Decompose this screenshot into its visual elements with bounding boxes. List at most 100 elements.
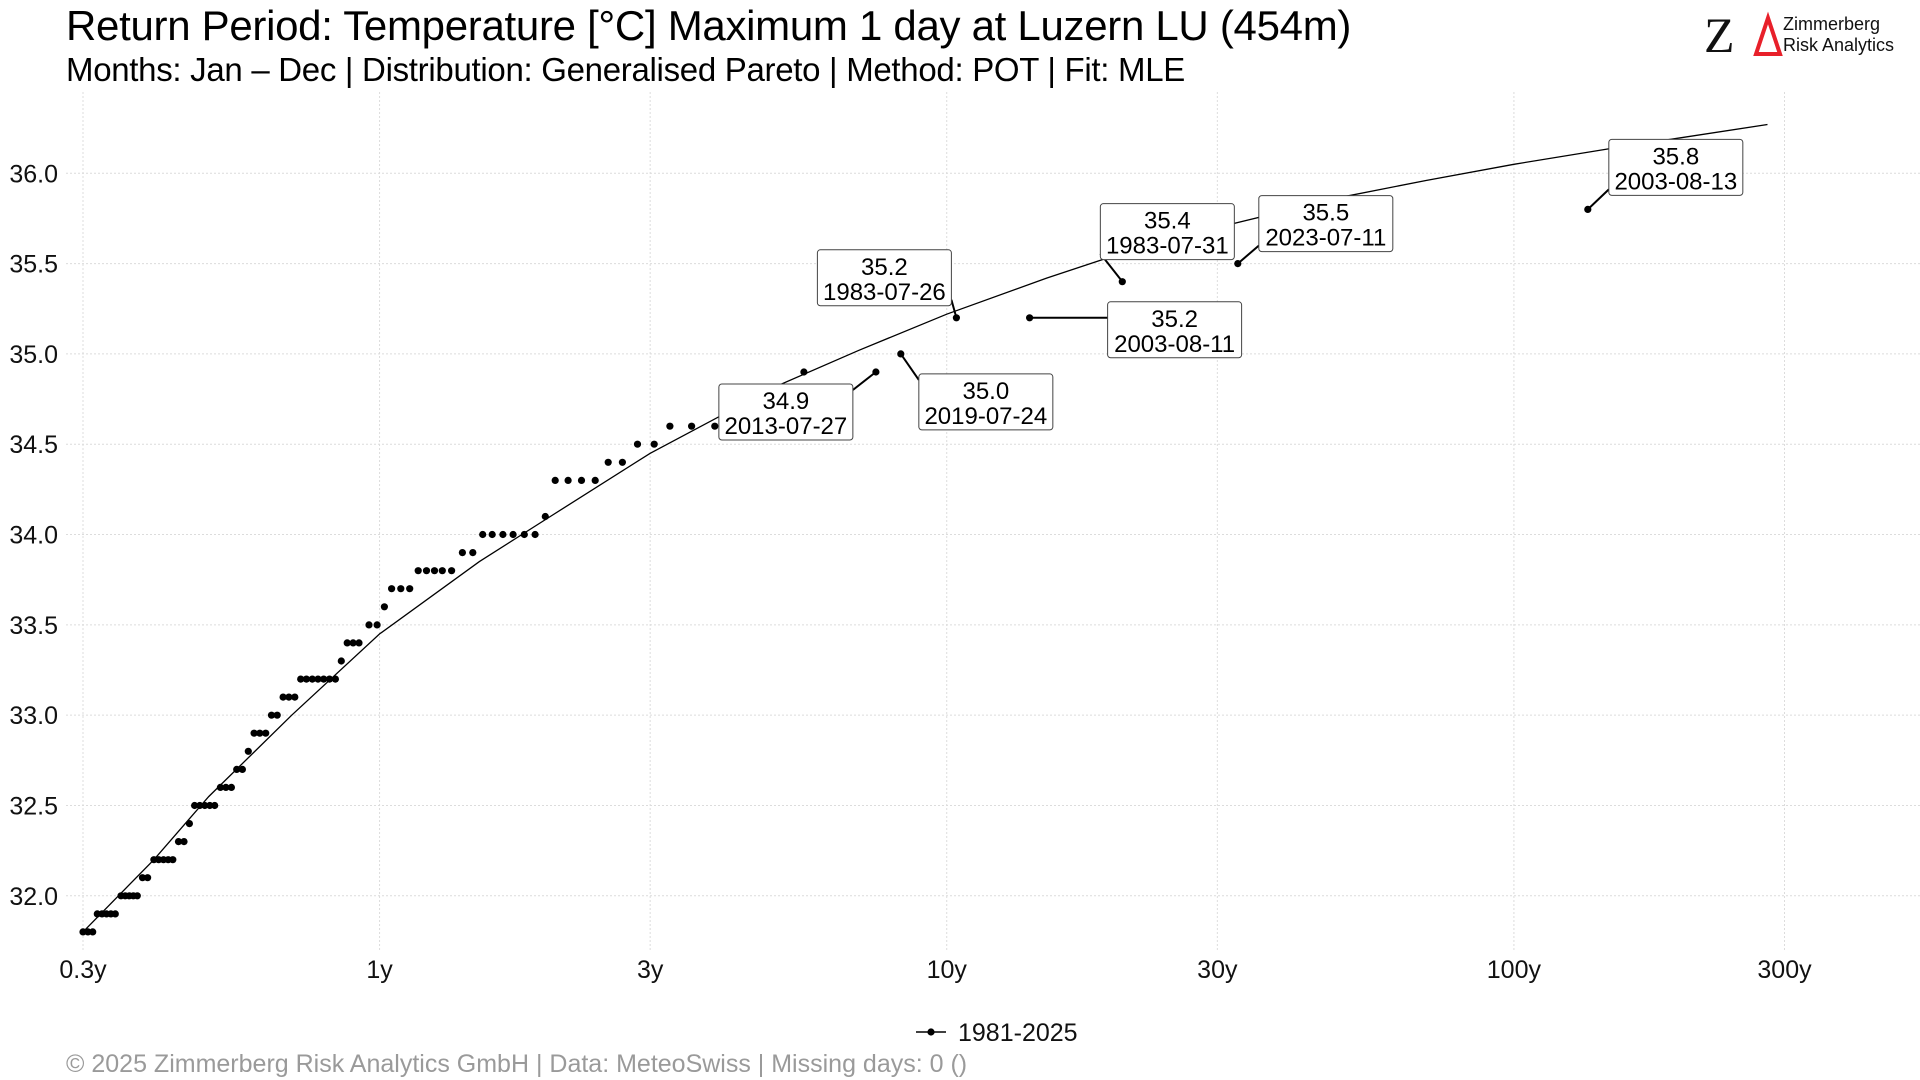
data-point (577, 476, 586, 484)
annotation-value: 35.0 (962, 378, 1009, 405)
data-point (1118, 278, 1126, 286)
annotation-box (1258, 195, 1394, 253)
data-point (349, 639, 357, 647)
chart-subtitle: Months: Jan – Dec | Distribution: Genera… (66, 51, 1185, 88)
data-point (343, 639, 351, 647)
data-point (233, 765, 241, 774)
logo-z-glyph: Z (1704, 10, 1735, 62)
data-point (414, 567, 422, 575)
data-point (458, 549, 466, 557)
annotation-box (1099, 203, 1235, 261)
za-logo-icon: Z (1704, 7, 1783, 63)
annotation-date: 2019-07-24 (924, 403, 1047, 430)
data-point (138, 874, 147, 882)
data-point (591, 476, 599, 484)
data-point (551, 476, 559, 484)
data-point (216, 783, 224, 792)
data-point (388, 585, 396, 593)
data-point (285, 693, 293, 701)
data-point (174, 838, 183, 846)
annotation-date: 2003-08-13 (1614, 168, 1737, 195)
annotation-value: 34.9 (763, 388, 810, 415)
data-point (531, 530, 539, 539)
data-point (422, 567, 431, 575)
annotation-box (718, 383, 854, 441)
annotation-date: 2003-08-11 (1114, 331, 1235, 358)
x-tick-label: 100y (1487, 956, 1542, 984)
annotation-date: 1983-07-26 (823, 279, 946, 306)
y-tick-label: 35.0 (9, 341, 58, 369)
data-point (320, 675, 328, 683)
fit-curve-layer (82, 123, 1768, 933)
y-tick-label: 33.5 (9, 612, 58, 640)
x-tick-label: 3y (637, 956, 664, 984)
data-point (380, 603, 388, 611)
x-tick-label: 1y (366, 956, 393, 984)
data-point (222, 783, 230, 792)
data-point (337, 657, 345, 665)
data-point (1234, 260, 1242, 268)
legend-label: 1981-2025 (958, 1019, 1078, 1047)
annotation-value: 35.8 (1652, 143, 1699, 170)
data-point (1584, 205, 1592, 213)
data-point (256, 729, 264, 737)
data-point (201, 801, 209, 810)
x-tick-label: 30y (1197, 956, 1238, 984)
data-point (355, 639, 363, 647)
data-point (666, 422, 674, 430)
logo-line2: Risk Analytics (1783, 35, 1895, 55)
annotation-leader-line (852, 371, 877, 391)
data-point (244, 747, 252, 755)
data-point (448, 567, 456, 575)
data-point (273, 711, 281, 719)
data-point (191, 801, 199, 810)
x-axis: 0.3y 1y 3y 10y 30y 100y 300y (59, 956, 1812, 984)
data-point (488, 530, 496, 539)
logo-text: Zimmerberg Risk Analytics (1783, 14, 1894, 56)
data-point (564, 476, 572, 484)
data-point (185, 820, 193, 828)
data-point (397, 585, 405, 593)
logo-line1: Zimmerberg (1783, 14, 1881, 34)
annotation-date: 2023-07-11 (1265, 225, 1386, 252)
data-point (633, 440, 642, 448)
data-point (89, 928, 97, 936)
chart-title: Return Period: Temperature [°C] Maximum … (66, 2, 1352, 49)
data-point (373, 621, 381, 629)
data-point (279, 693, 287, 701)
y-tick-label: 34.0 (9, 522, 58, 550)
data-point (897, 350, 905, 358)
annotation-date: 2013-07-27 (724, 413, 847, 440)
y-tick-label: 35.5 (9, 251, 58, 279)
data-point (499, 530, 507, 539)
data-point (479, 530, 487, 539)
annotation-leader-line (1587, 188, 1610, 211)
y-tick-label: 33.0 (9, 702, 58, 730)
footer-copyright: © 2025 Zimmerberg Risk Analytics GmbH | … (66, 1050, 968, 1078)
data-point (314, 675, 322, 683)
data-point (469, 549, 477, 557)
data-point (180, 838, 188, 846)
y-tick-label: 32.0 (9, 883, 58, 911)
annotation-leader-line (1237, 244, 1260, 265)
fit-curve (82, 123, 1768, 933)
logo-delta-glyph (1753, 11, 1783, 56)
annotation-labels: 35.21983-07-2635.22003-08-1135.02019-07-… (718, 138, 1744, 441)
data-point (331, 675, 339, 683)
grid (66, 92, 1920, 950)
annotation-value: 35.2 (1151, 306, 1198, 333)
annotation-value: 35.2 (861, 254, 908, 281)
x-tick-label: 10y (927, 956, 968, 984)
company-logo: Z (1704, 7, 1900, 63)
annotation-value: 35.4 (1144, 208, 1191, 235)
data-point (227, 783, 235, 792)
data-point (952, 314, 961, 322)
x-tick-label: 300y (1757, 956, 1812, 984)
data-point (169, 856, 177, 864)
data-point (250, 729, 258, 737)
